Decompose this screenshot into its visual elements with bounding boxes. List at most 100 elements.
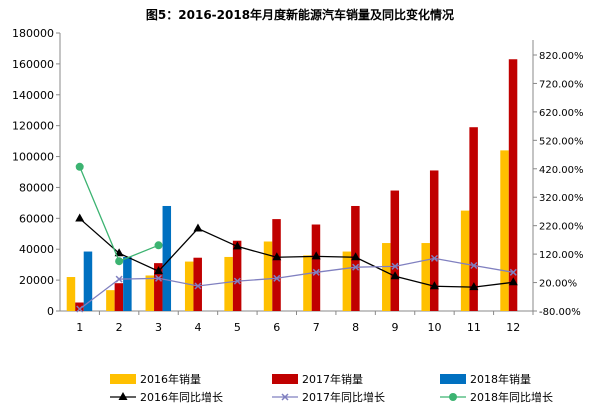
left-tick-label: 120000 (12, 120, 54, 133)
point-2017年同比增长 (155, 274, 163, 282)
right-tick-label: -80.00% (539, 307, 581, 318)
bar-2018年销量 (83, 251, 93, 311)
point-2017年同比增长 (430, 254, 438, 262)
point-2016年同比增长 (75, 213, 85, 222)
left-tick-label: 140000 (12, 89, 54, 102)
right-tick-label: 20.00% (539, 279, 577, 290)
right-tick-label: 520.00% (539, 136, 584, 147)
x-tick-label: 3 (155, 321, 162, 334)
left-tick-label: 0 (47, 305, 54, 318)
bar-2016年销量 (382, 243, 391, 311)
bar-2016年销量 (303, 255, 312, 311)
left-tick-label: 100000 (12, 151, 54, 164)
point-2016年同比增长 (429, 281, 439, 290)
bar-2016年销量 (421, 243, 430, 311)
chart-title: 图5：2016-2018年月度新能源汽车销量及同比变化情况 (145, 8, 455, 22)
x-tick-label: 12 (506, 321, 520, 334)
legend-label: 2018年销量 (470, 372, 531, 386)
bar-2016年销量 (106, 290, 115, 311)
point-2017年同比增长 (509, 268, 517, 276)
legend-label: 2018年同比增长 (470, 390, 553, 404)
x-tick-label: 11 (467, 321, 481, 334)
point-2016年同比增长 (193, 223, 203, 232)
right-tick-label: 620.00% (539, 108, 584, 119)
bar-2016年销量 (184, 261, 194, 311)
line-2018年同比增长 (79, 166, 159, 263)
right-tick-label: 820.00% (539, 51, 584, 62)
legend-label: 2017年销量 (302, 372, 363, 386)
bar-2017年销量 (154, 263, 163, 311)
legend-label: 2017年同比增长 (302, 390, 385, 404)
right-tick-label: 320.00% (539, 193, 584, 204)
right-tick-label: 120.00% (539, 250, 584, 261)
bar-2017年销量 (232, 240, 242, 311)
point-2018年同比增长 (154, 241, 163, 250)
legend-label: 2016年销量 (140, 372, 201, 386)
bar-2016年销量 (224, 256, 233, 311)
bar-2016年销量 (500, 150, 509, 311)
point-2018年同比增长 (75, 162, 84, 171)
bar-2017年销量 (75, 302, 84, 311)
x-tick-label: 10 (427, 321, 441, 334)
point-2016年同比增长 (351, 252, 361, 261)
bar-2018年销量 (123, 256, 132, 311)
bar-2016年销量 (145, 275, 155, 311)
point-2017年同比增长 (76, 305, 84, 313)
bar-2017年销量 (193, 257, 202, 311)
point-2016年同比增长 (390, 271, 400, 280)
point-2018年同比增长 (115, 257, 124, 266)
point-2016年同比增长 (272, 252, 282, 261)
point-2016年同比增长 (232, 241, 242, 250)
x-tick-label: 8 (352, 321, 359, 334)
point-2016年同比增长 (469, 282, 479, 291)
point-2017年同比增长 (470, 261, 478, 270)
bar-2018年销量 (162, 205, 172, 311)
point-2017年同比增长 (194, 282, 202, 290)
legend-swatch (272, 374, 298, 384)
right-tick-label: 720.00% (539, 79, 584, 90)
point-2017年同比增长 (115, 275, 123, 283)
point-2017年同比增长 (352, 263, 360, 271)
point-2016年同比增长 (311, 251, 321, 260)
line-2017年同比增长 (79, 257, 514, 310)
legend-label: 2016年同比增长 (140, 390, 223, 404)
legend-marker (281, 393, 289, 401)
bar-2017年销量 (390, 190, 400, 311)
left-tick-label: 60000 (19, 212, 54, 225)
x-tick-label: 4 (194, 321, 201, 334)
point-2016年同比增长 (154, 266, 164, 275)
left-tick-label: 40000 (19, 243, 54, 256)
left-tick-label: 180000 (12, 27, 54, 40)
bar-2016年销量 (66, 277, 76, 311)
point-2017年同比增长 (273, 274, 281, 282)
right-tick-label: 420.00% (539, 165, 584, 176)
legend-swatch (440, 374, 466, 384)
legend-marker (449, 393, 457, 401)
bar-2017年销量 (114, 283, 124, 311)
x-tick-label: 5 (234, 321, 241, 334)
point-2016年同比增长 (508, 277, 518, 286)
left-tick-label: 160000 (12, 58, 54, 71)
left-tick-label: 80000 (19, 181, 54, 194)
x-tick-label: 2 (116, 321, 123, 334)
bar-2016年销量 (263, 241, 273, 311)
bar-2017年销量 (469, 127, 478, 311)
legend-marker (118, 392, 128, 400)
x-tick-label: 6 (273, 321, 280, 334)
line-2016年同比增长 (79, 218, 514, 288)
x-tick-label: 9 (392, 321, 399, 334)
point-2017年同比增长 (233, 277, 241, 285)
point-2017年同比增长 (312, 268, 320, 276)
bar-2017年销量 (508, 59, 518, 311)
right-tick-label: 220.00% (539, 222, 584, 233)
bar-2016年销量 (342, 251, 352, 311)
bar-2017年销量 (272, 219, 281, 311)
x-tick-label: 1 (76, 321, 83, 334)
legend-swatch (110, 374, 136, 384)
bar-2017年销量 (311, 224, 321, 311)
x-tick-label: 7 (313, 321, 320, 334)
left-tick-label: 20000 (19, 274, 54, 287)
bar-2016年销量 (460, 210, 470, 311)
